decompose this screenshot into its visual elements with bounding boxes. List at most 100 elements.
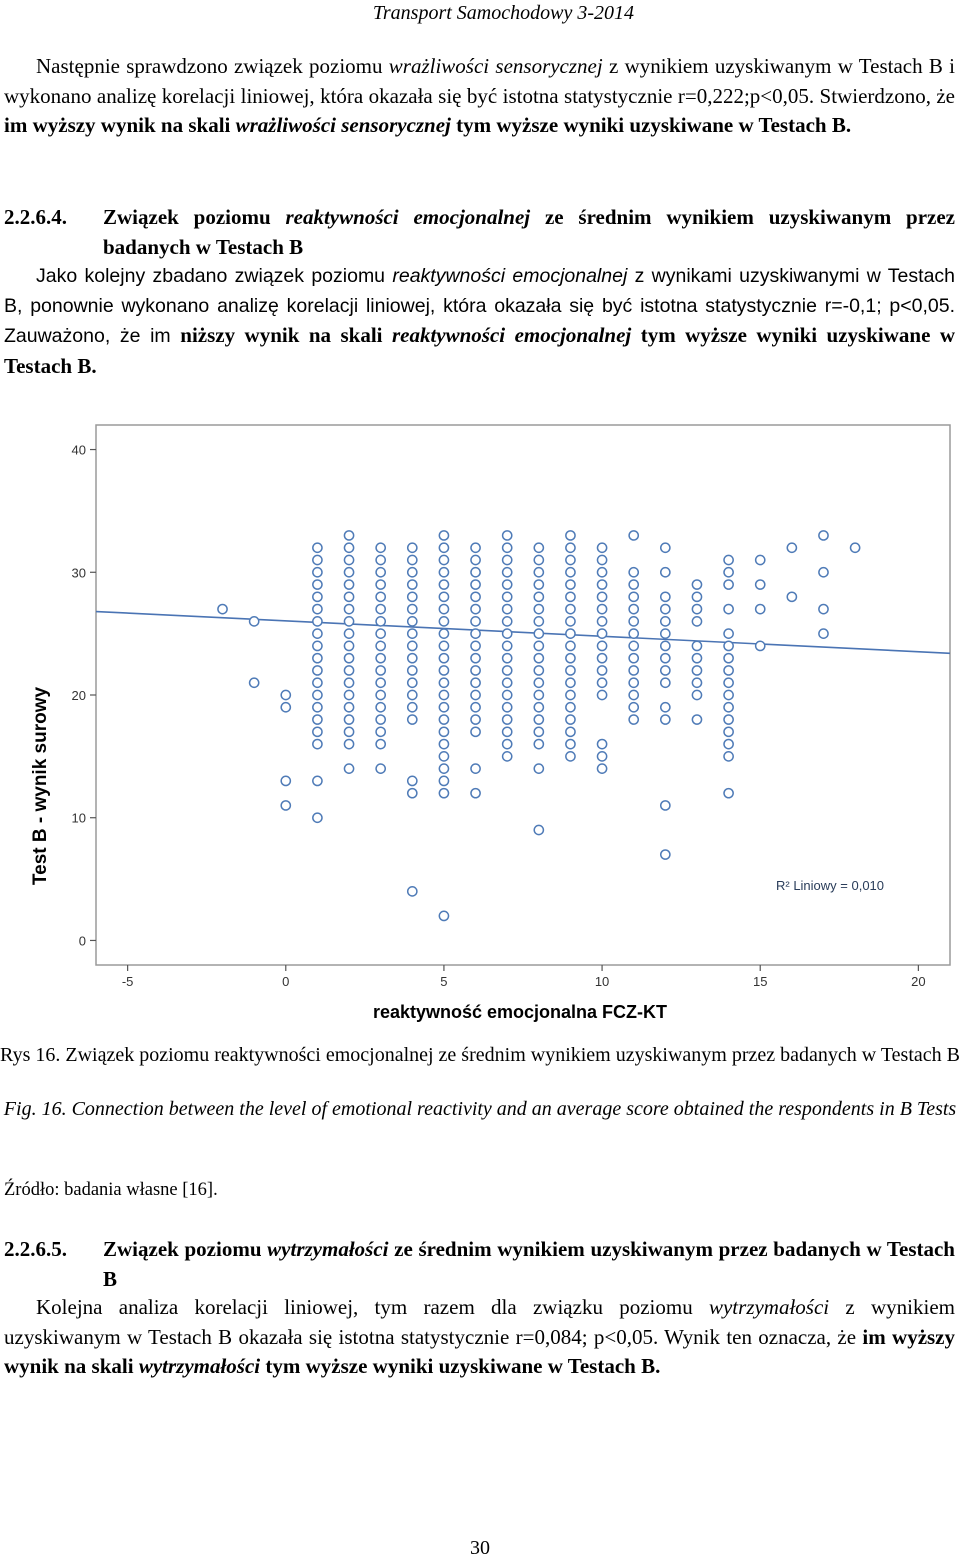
data-point [533,640,545,652]
data-point [754,640,766,652]
data-point [533,603,545,615]
data-point [375,677,387,689]
data-point [533,554,545,566]
data-point [312,554,323,566]
data-point [723,726,734,738]
data-point [659,701,671,713]
data-point [691,640,703,652]
data-point [565,591,576,603]
data-point [628,603,640,615]
data-point [470,628,481,639]
data-point [533,616,545,627]
data-point [818,603,829,615]
section-4-paragraph: Jako kolejny zbadano związek poziomu rea… [4,265,956,379]
data-point [659,591,671,603]
data-point [628,640,640,652]
data-point [565,579,576,590]
data-point [312,591,323,603]
section-title: Związek poziomu reaktywności emocjonalne… [103,205,955,259]
data-point [406,640,418,652]
data-point [501,591,513,603]
data-point [438,677,450,689]
data-point [628,566,640,578]
data-point [375,738,387,750]
data-point [470,640,481,652]
data-point [343,677,355,689]
data-point [723,701,734,713]
running-head: Transport Samochodowy 3-2014 [372,2,634,24]
data-point [312,738,323,750]
data-point [312,542,323,554]
data-point [818,530,829,541]
data-point [723,628,734,639]
data-point [565,714,576,725]
data-point [375,566,387,578]
data-point [501,726,513,738]
data-point [438,738,450,750]
section-5-paragraph: Kolejna analiza korelacji liniowej, tym … [4,1295,956,1379]
data-point [406,542,418,554]
data-point [470,726,481,738]
data-point [375,628,387,639]
data-point [312,677,323,689]
data-point [723,689,734,701]
section-number: 2.2.6.5. [4,1237,67,1261]
x-tick-label: 5 [440,974,447,989]
data-point [312,616,323,627]
data-point [280,689,292,701]
data-point [628,530,640,541]
data-point [470,665,481,676]
x-tick-label: 15 [753,974,767,989]
data-point [501,579,513,590]
data-point [438,714,450,725]
data-point [470,542,481,554]
data-point [406,689,418,701]
data-point [659,665,671,676]
data-point [501,665,513,676]
data-point [659,628,671,639]
data-point [723,787,734,799]
data-point [596,579,608,590]
data-point [438,591,450,603]
data-point [343,603,355,615]
data-point [343,628,355,639]
data-point [659,849,671,860]
data-point [280,775,292,787]
data-point [565,640,576,652]
data-point [691,689,703,701]
data-point [596,640,608,652]
data-point [723,640,734,652]
data-point [406,554,418,566]
data-point [501,554,513,566]
data-point [565,652,576,664]
data-point [438,763,450,774]
data-point [470,554,481,566]
data-point [438,701,450,713]
data-point [533,628,545,639]
data-point [818,566,829,578]
data-point [312,665,323,676]
data-point [723,751,734,762]
data-point [438,542,450,554]
data-point [596,566,608,578]
data-point [533,542,545,554]
data-point [470,689,481,701]
figure-source: Źródło: badania własne [16]. [4,1180,218,1200]
section-heading-2-2-6-4: 2.2.6.4. Związek poziomu reaktywności em… [4,202,955,262]
figure-caption-en: Fig. 16. Connection between the level of… [3,1098,957,1120]
data-point [565,701,576,713]
data-point [438,628,450,639]
data-point [375,701,387,713]
y-tick-label: 10 [72,811,86,826]
section-heading-2-2-6-5: 2.2.6.5. Związek poziomu wytrzymałości z… [4,1234,955,1294]
data-point [565,751,576,762]
data-point [659,714,671,725]
x-tick-label: 20 [911,974,925,989]
data-point [659,542,671,554]
data-point [533,591,545,603]
data-point [343,566,355,578]
data-point [470,579,481,590]
data-point [533,566,545,578]
data-point [501,616,513,627]
data-point [438,665,450,676]
